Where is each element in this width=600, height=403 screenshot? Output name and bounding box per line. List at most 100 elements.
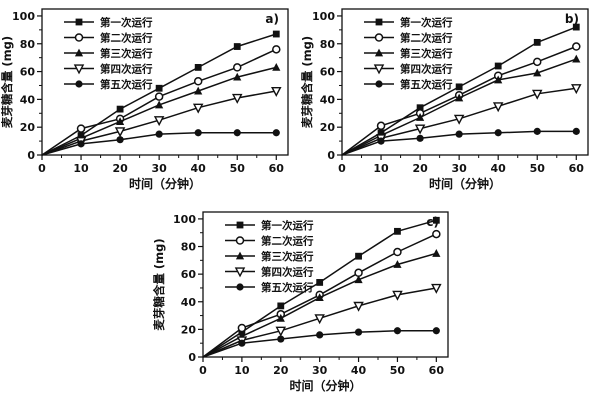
triangle-down-open-marker-icon	[571, 84, 582, 95]
legend-item: 第三次运行	[364, 47, 453, 60]
triangle-up-marker-icon	[533, 68, 542, 77]
triangle-up-marker-icon	[233, 72, 242, 81]
y-tick-label: 40	[320, 93, 336, 106]
x-tick-label: 10	[373, 162, 389, 175]
legend-label: 第二次运行	[261, 235, 314, 248]
x-axis-label: 时间（分钟）	[129, 176, 201, 191]
triangle-up-marker-icon	[155, 100, 164, 109]
x-tick-label: 20	[412, 162, 428, 175]
triangle-down-open-marker-icon	[114, 127, 126, 138]
circle-filled-marker-icon	[233, 129, 241, 137]
x-tick-label: 10	[73, 162, 89, 175]
circle-open-marker-icon	[374, 33, 384, 42]
legend-item: 第一次运行	[225, 219, 314, 232]
triangle-down-open-marker-icon	[271, 86, 282, 97]
chart-panel-c: 0 10 20 30 40 50 60 0 20 40 60 80 100 时间（分钟） 麦芽糖含量 (mg…	[150, 200, 460, 403]
triangle-down-open-marker-icon	[192, 103, 204, 114]
line-chart: 0 10 20 30 40 50 60 0 20 40 60 80 100 时间（分钟） 麦芽糖含量 (mg…	[300, 8, 589, 191]
square-filled-marker-icon	[233, 43, 241, 50]
circle-open-marker-icon	[193, 77, 203, 86]
legend-item: 第一次运行	[364, 16, 453, 29]
legend-label: 第三次运行	[100, 47, 153, 60]
legend-item: 第一次运行	[64, 16, 153, 29]
y-tick-label: 40	[181, 296, 197, 309]
triangle-up-marker-icon	[354, 275, 363, 284]
square-filled-marker-icon	[455, 83, 463, 91]
triangle-down-open-marker-icon	[234, 267, 246, 278]
x-tick-label: 40	[351, 364, 367, 377]
plot-border	[202, 211, 449, 358]
line-chart: 0 10 20 30 40 50 60 0 20 40 60 80 100 时间（分钟） 麦芽糖含量 (mg…	[152, 211, 449, 393]
triangle-down-open-marker-icon	[492, 102, 504, 113]
square-filled-marker-icon	[375, 18, 383, 26]
square-filled-marker-icon	[116, 105, 124, 113]
legend-item: 第四次运行	[225, 266, 314, 279]
circle-open-marker-icon	[237, 323, 247, 333]
y-tick-label: 20	[181, 323, 197, 336]
x-tick-label: 40	[191, 162, 207, 175]
triangle-up-marker-icon	[572, 54, 581, 63]
x-tick-label: 60	[269, 162, 285, 175]
y-tick-label: 100	[12, 10, 35, 23]
legend-item: 第三次运行	[64, 47, 153, 60]
legend-item: 第二次运行	[364, 32, 453, 45]
triangle-up-marker-icon	[494, 75, 503, 84]
plot-border	[341, 8, 589, 156]
legend-label: 第五次运行	[400, 78, 453, 91]
square-filled-marker-icon	[155, 84, 163, 92]
y-tick-label: 0	[327, 149, 335, 162]
x-axis-label: 时间（分钟）	[429, 176, 501, 191]
y-tick-label: 80	[20, 38, 36, 51]
x-tick-label: 30	[451, 162, 467, 175]
triangle-up-marker-icon	[115, 117, 125, 126]
circle-filled-marker-icon	[533, 127, 541, 135]
x-tick-label: 40	[491, 162, 507, 175]
x-tick-label: 0	[38, 162, 46, 175]
x-tick-label: 60	[429, 364, 445, 377]
legend-label: 第四次运行	[100, 63, 153, 76]
circle-filled-marker-icon	[416, 134, 424, 142]
triangle-down-open-marker-icon	[73, 64, 85, 75]
legend-label: 第四次运行	[261, 266, 314, 279]
circle-filled-marker-icon	[238, 339, 246, 347]
square-filled-marker-icon	[316, 279, 324, 286]
triangle-down-open-marker-icon	[373, 64, 385, 75]
square-filled-marker-icon	[75, 18, 83, 26]
circle-filled-marker-icon	[572, 127, 580, 135]
y-axis-label: 麦芽糖含量 (mg)	[0, 36, 14, 128]
legend-label: 第五次运行	[100, 78, 153, 91]
legend-label: 第三次运行	[400, 47, 453, 60]
circle-filled-marker-icon	[277, 335, 285, 343]
triangle-down-open-marker-icon	[392, 290, 403, 301]
triangle-down-open-marker-icon	[353, 301, 364, 312]
circle-filled-marker-icon	[272, 129, 280, 137]
triangle-up-marker-icon	[455, 93, 464, 102]
square-filled-marker-icon	[416, 104, 424, 112]
square-filled-marker-icon	[533, 38, 541, 46]
plot-border	[41, 8, 289, 156]
square-filled-marker-icon	[194, 64, 202, 71]
triangle-up-marker-icon	[315, 293, 324, 302]
triangle-down-open-marker-icon	[431, 283, 442, 294]
x-tick-label: 50	[230, 162, 246, 175]
square-filled-marker-icon	[236, 221, 244, 229]
legend-label: 第四次运行	[400, 63, 453, 76]
panel-label: c)	[426, 215, 439, 229]
circle-filled-marker-icon	[354, 328, 363, 336]
legend-item: 第二次运行	[64, 32, 153, 45]
triangle-up-marker-icon	[393, 260, 402, 268]
x-tick-label: 60	[569, 162, 585, 175]
circle-filled-marker-icon	[155, 130, 163, 138]
circle-filled-marker-icon	[116, 136, 124, 144]
chart-panel-b: 0 10 20 30 40 50 60 0 20 40 60 80 100 时间（分钟） 麦芽糖含量 (mg…	[300, 0, 600, 200]
legend-item: 第五次运行	[225, 281, 314, 294]
triangle-up-marker-icon	[235, 251, 245, 260]
legend-label: 第一次运行	[100, 16, 153, 29]
circle-open-marker-icon	[376, 121, 386, 131]
circle-open-marker-icon	[354, 268, 363, 278]
x-tick-label: 30	[151, 162, 167, 175]
triangle-down-open-marker-icon	[453, 114, 465, 125]
x-tick-label: 20	[273, 364, 289, 377]
circle-filled-marker-icon	[393, 327, 402, 335]
